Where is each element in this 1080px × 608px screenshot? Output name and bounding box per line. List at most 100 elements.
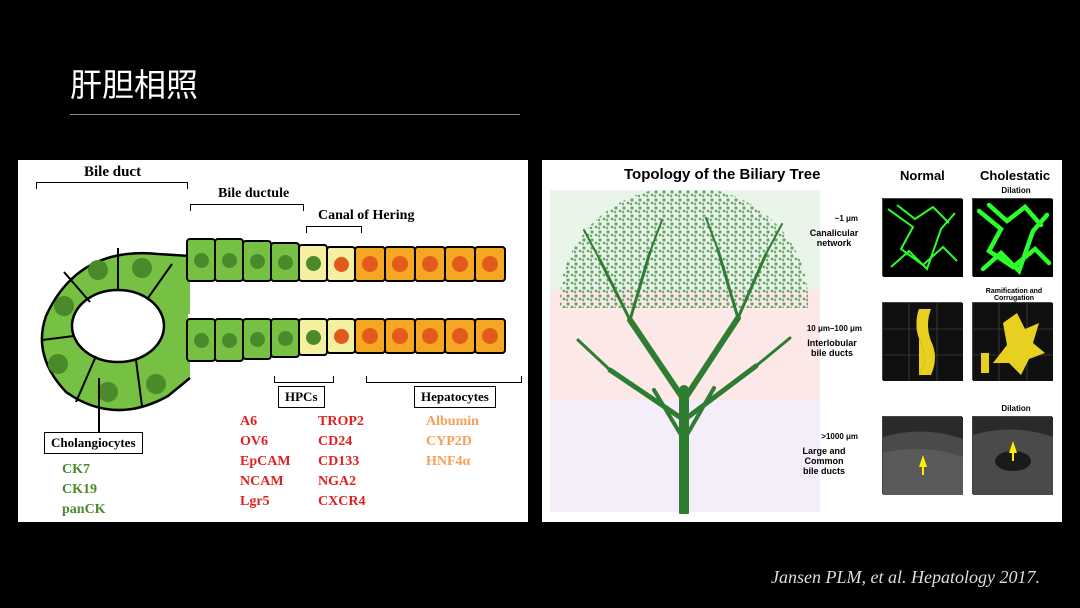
slide-title: 肝胆相照 xyxy=(70,60,198,106)
scalename-3: Large and Common bile ducts xyxy=(782,446,866,476)
cell xyxy=(298,244,328,282)
connector-chol xyxy=(98,378,100,432)
colhead-cholestatic: Cholestatic xyxy=(980,168,1050,183)
right-panel-title: Topology of the Biliary Tree xyxy=(624,166,820,183)
nucleus xyxy=(482,328,498,344)
panels-container: Bile duct Bile ductule Canal of Hering xyxy=(18,160,1062,522)
cell xyxy=(214,238,244,282)
markers-hepatocytes: AlbuminCYP2DHNF4α xyxy=(426,412,479,472)
title-underline xyxy=(70,114,520,115)
cell xyxy=(270,242,300,282)
nucleus xyxy=(194,253,209,268)
colhead-normal: Normal xyxy=(900,168,945,183)
marker-text: EpCAM xyxy=(240,452,291,472)
thumb-normal-3 xyxy=(882,416,962,494)
nucleus xyxy=(278,331,293,346)
marker-text: Lgr5 xyxy=(240,492,291,512)
thumb-normal-2 xyxy=(882,302,962,380)
box-hepatocytes: Hepatocytes xyxy=(414,386,496,408)
left-panel: Bile duct Bile ductule Canal of Hering xyxy=(18,160,528,522)
bracket-hepatocytes xyxy=(366,376,522,383)
marker-text: CK7 xyxy=(62,460,106,480)
marker-text: HNF4α xyxy=(426,452,479,472)
nucleus xyxy=(250,332,265,347)
markers-hpcs-2: TROP2CD24CD133NGA2CXCR4 xyxy=(318,412,365,512)
marker-text: A6 xyxy=(240,412,291,432)
marker-text: panCK xyxy=(62,500,106,520)
thumb-chol-3 xyxy=(972,416,1052,494)
nucleus xyxy=(222,333,237,348)
nucleus xyxy=(334,257,349,272)
cell xyxy=(186,238,216,282)
nucleus xyxy=(392,256,408,272)
nucleus xyxy=(422,328,438,344)
label-bile-duct: Bile duct xyxy=(84,164,141,181)
nucleus xyxy=(392,328,408,344)
nucleus xyxy=(334,329,349,344)
nucleus xyxy=(222,253,237,268)
scalename-2: Interlobular bile ducts xyxy=(800,338,864,358)
markers-cholangiocytes: CK7CK19panCK xyxy=(62,460,106,520)
cell xyxy=(214,318,244,362)
cell xyxy=(326,318,356,354)
marker-text: CK19 xyxy=(62,480,106,500)
cell xyxy=(354,246,386,282)
box-cholangiocytes: Cholangiocytes xyxy=(44,432,143,454)
citation: Jansen PLM, et al. Hepatology 2017. xyxy=(771,567,1040,588)
cell xyxy=(474,246,506,282)
nucleus xyxy=(482,256,498,272)
nucleus xyxy=(452,328,468,344)
markers-hpcs-1: A6OV6EpCAMNCAMLgr5 xyxy=(240,412,291,512)
cell xyxy=(270,318,300,358)
cell xyxy=(414,246,446,282)
nucleus xyxy=(452,256,468,272)
marker-text: CYP2D xyxy=(426,432,479,452)
marker-text: TROP2 xyxy=(318,412,365,432)
cell xyxy=(242,318,272,360)
chol-label-3: Dilation xyxy=(972,404,1060,413)
scale-3: >1000 μm xyxy=(790,432,858,441)
nucleus xyxy=(306,256,321,271)
cell xyxy=(444,318,476,354)
nucleus xyxy=(306,330,321,345)
scalename-1: Canalicular network xyxy=(804,228,864,248)
thumb-normal-1 xyxy=(882,198,962,276)
cell-row-lower xyxy=(188,318,506,362)
scale-1: ~1 μm xyxy=(804,214,858,223)
box-hpcs: HPCs xyxy=(278,386,325,408)
marker-text: CD133 xyxy=(318,452,365,472)
label-bile-ductule: Bile ductule xyxy=(218,186,289,202)
chol-label-2: Ramification and Corrugation xyxy=(966,288,1062,302)
cell xyxy=(414,318,446,354)
scale-2: 10 μm–100 μm xyxy=(792,324,862,333)
biliary-tree-icon xyxy=(550,190,818,514)
cell xyxy=(326,246,356,282)
cell xyxy=(474,318,506,354)
cell xyxy=(298,318,328,356)
marker-text: Albumin xyxy=(426,412,479,432)
nucleus xyxy=(362,256,378,272)
cell xyxy=(444,246,476,282)
cell-row-upper xyxy=(188,238,506,282)
cell xyxy=(384,318,416,354)
thumb-chol-2 xyxy=(972,302,1052,380)
right-panel: Topology of the Biliary Tree Normal Chol… xyxy=(542,160,1062,522)
marker-text: OV6 xyxy=(240,432,291,452)
chol-label-1: Dilation xyxy=(972,186,1060,195)
nucleus xyxy=(194,333,209,348)
bracket-hpcs xyxy=(274,376,334,383)
marker-text: CD24 xyxy=(318,432,365,452)
cell xyxy=(186,318,216,362)
nucleus xyxy=(250,254,265,269)
marker-text: NGA2 xyxy=(318,472,365,492)
nucleus xyxy=(422,256,438,272)
cell xyxy=(384,246,416,282)
cell xyxy=(354,318,386,354)
nucleus xyxy=(278,255,293,270)
marker-text: NCAM xyxy=(240,472,291,492)
cell xyxy=(242,240,272,282)
marker-text: CXCR4 xyxy=(318,492,365,512)
nucleus xyxy=(362,328,378,344)
bracket-bile-duct xyxy=(36,182,188,189)
thumb-chol-1 xyxy=(972,198,1052,276)
